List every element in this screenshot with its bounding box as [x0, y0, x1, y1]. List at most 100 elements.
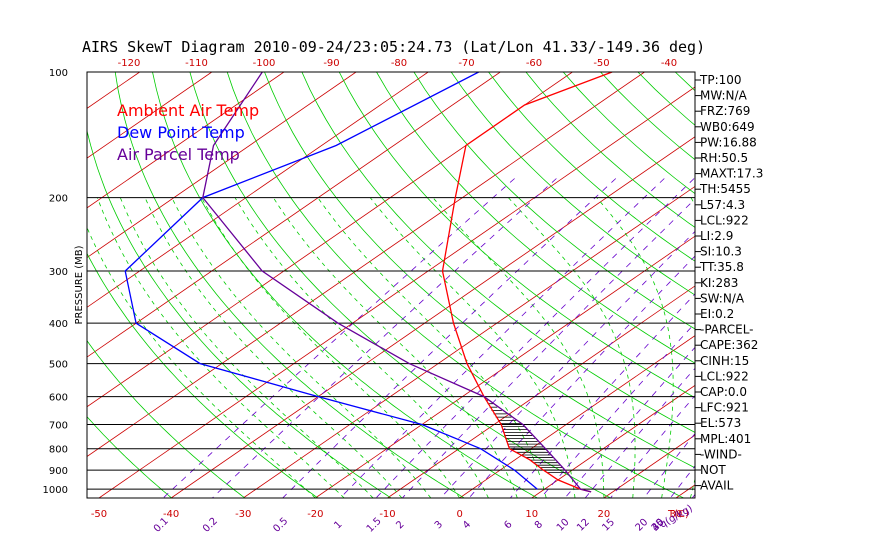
moist-adiabat-line [272, 197, 518, 498]
series-line-1 [124, 72, 538, 490]
temperature-tick-label: -10 [379, 509, 395, 520]
pressure-tick-label: 800 [49, 445, 68, 456]
isotherm-line [87, 72, 573, 408]
isotherm-line [98, 86, 695, 498]
mixing-ratio-tick-label: 6 [502, 519, 514, 531]
moist-adiabat-line [432, 197, 605, 498]
series-line-2 [202, 72, 592, 493]
isotherm-line [87, 72, 285, 209]
dry-adiabat-line [413, 72, 695, 330]
moist-adiabat-line [97, 197, 345, 498]
index-label: -WIND- [700, 447, 742, 461]
temperature-unit-label: T(C) [667, 509, 689, 520]
index-label: AVAIL [700, 479, 734, 493]
isotherm-line [243, 185, 695, 498]
mixing-ratio-tick-label: 0.2 [201, 516, 220, 535]
dry-adiabat-line [825, 72, 870, 498]
moist-adiabat-line [234, 197, 489, 498]
mixing-ratio-tick-label: 10 [555, 517, 572, 534]
pressure-tick-label: 700 [49, 421, 68, 432]
pressure-tick-label: 100 [49, 68, 68, 79]
isotherm-line [87, 72, 501, 358]
pressure-tick-label: 200 [49, 194, 68, 205]
pressure-tick-label: 900 [49, 466, 68, 477]
isotherm-line [87, 72, 357, 259]
index-label: MPL:401 [700, 432, 751, 446]
moist-adiabat-line [369, 197, 576, 498]
dry-adiabat-line [525, 72, 695, 228]
sounding-curves [124, 72, 613, 493]
top-temperature-tick-label: -120 [118, 58, 141, 69]
dry-adiabat-line [114, 72, 465, 498]
pressure-tick-label: 600 [49, 393, 68, 404]
mixing-ratio-tick-label: 4 [461, 519, 473, 531]
index-label: LI:2.9 [700, 229, 733, 243]
index-label: EI:0.2 [700, 307, 734, 321]
dry-adiabat-line [264, 72, 695, 469]
legend: Ambient Air Temp Dew Point Temp Air Parcel… [117, 101, 259, 164]
mixing-ratio-line [540, 322, 695, 498]
index-label: CAP:0.0 [700, 385, 747, 399]
dry-adiabat-line [189, 72, 611, 498]
index-label: L57:4.3 [700, 198, 745, 212]
index-label: TH:5455 [699, 182, 751, 196]
index-label: LCL:922 [700, 369, 749, 383]
index-label: PW:16.88 [700, 135, 757, 149]
grid-lines [0, 72, 870, 498]
mixing-ratio-line [282, 178, 617, 498]
isotherm-line [87, 72, 429, 308]
top-temperature-tick-label: -80 [391, 58, 407, 69]
mixing-ratio-tick-label: 12 [575, 517, 592, 534]
dry-adiabat-line [338, 72, 695, 399]
index-label: MW:N/A [700, 89, 748, 103]
dry-adiabat-line [787, 72, 870, 498]
legend-entry: Air Parcel Temp [117, 145, 240, 164]
dry-adiabat-line [301, 72, 695, 433]
dry-adiabat-line [152, 72, 538, 498]
index-label: NOT [700, 463, 726, 477]
legend-entry: Ambient Air Temp [117, 101, 259, 120]
mixing-ratio-line [375, 178, 695, 498]
index-label: LFC:921 [700, 401, 749, 415]
isotherm-line [531, 384, 695, 498]
isotherm-line [170, 136, 695, 498]
isotherm-line [820, 72, 870, 498]
dry-adiabat-line [87, 416, 172, 498]
index-label: SW:N/A [700, 291, 745, 305]
top-temperature-tick-label: -50 [593, 58, 609, 69]
dry-adiabat-line [488, 72, 695, 262]
index-label: RH:50.5 [700, 151, 748, 165]
isotherm-line [459, 335, 695, 498]
temperature-tick-label: -20 [307, 509, 323, 520]
isotherm-line [0, 72, 68, 498]
index-label: EL:573 [700, 416, 741, 430]
mixing-ratio-tick-label: 20 [634, 517, 651, 534]
mixing-ratio-line [468, 255, 695, 498]
temperature-tick-label: 30 [670, 509, 683, 520]
dry-adiabat-line [862, 72, 870, 498]
index-label: CAPE:362 [700, 338, 758, 352]
mixing-ratio-tick-label: 8 [533, 519, 545, 531]
mixing-ratio-unit-label: q(g/kg) [658, 503, 695, 531]
isotherm-line [748, 72, 870, 498]
moist-adiabat-line [508, 197, 636, 498]
top-temperature-tick-label: -60 [526, 58, 542, 69]
pressure-tick-label: 1000 [43, 485, 68, 496]
top-temperature-tick-label: -40 [661, 58, 677, 69]
mixing-ratio-line [212, 178, 557, 498]
dry-adiabat-line [750, 72, 870, 498]
mixing-ratio-line [162, 178, 515, 498]
y-axis-label: PRESSURE (MB) [74, 245, 85, 324]
index-label: WB0:649 [700, 120, 755, 134]
index-label: TP:100 [699, 73, 742, 87]
index-label: MAXT:17.3 [700, 167, 763, 181]
top-temperature-tick-label: -100 [253, 58, 276, 69]
top-temperature-tick-label: -70 [458, 58, 474, 69]
mixing-ratio-tick-label: 1 [332, 519, 344, 531]
mixing-ratio-tick-label: 2 [394, 519, 406, 531]
moist-adiabat-line [317, 197, 547, 498]
dry-adiabat-line [226, 72, 684, 498]
index-label: -PARCEL- [700, 323, 754, 337]
legend-entry: Dew Point Temp [117, 123, 245, 142]
